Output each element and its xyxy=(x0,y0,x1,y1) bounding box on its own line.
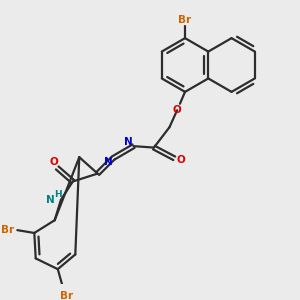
Text: O: O xyxy=(176,155,185,165)
Text: N: N xyxy=(124,137,133,147)
Text: N: N xyxy=(46,195,55,206)
Text: Br: Br xyxy=(178,15,192,25)
Text: N: N xyxy=(104,157,112,167)
Text: O: O xyxy=(50,157,58,167)
Text: Br: Br xyxy=(60,291,73,300)
Text: O: O xyxy=(173,105,182,115)
Text: H: H xyxy=(54,190,61,199)
Text: Br: Br xyxy=(2,225,15,235)
